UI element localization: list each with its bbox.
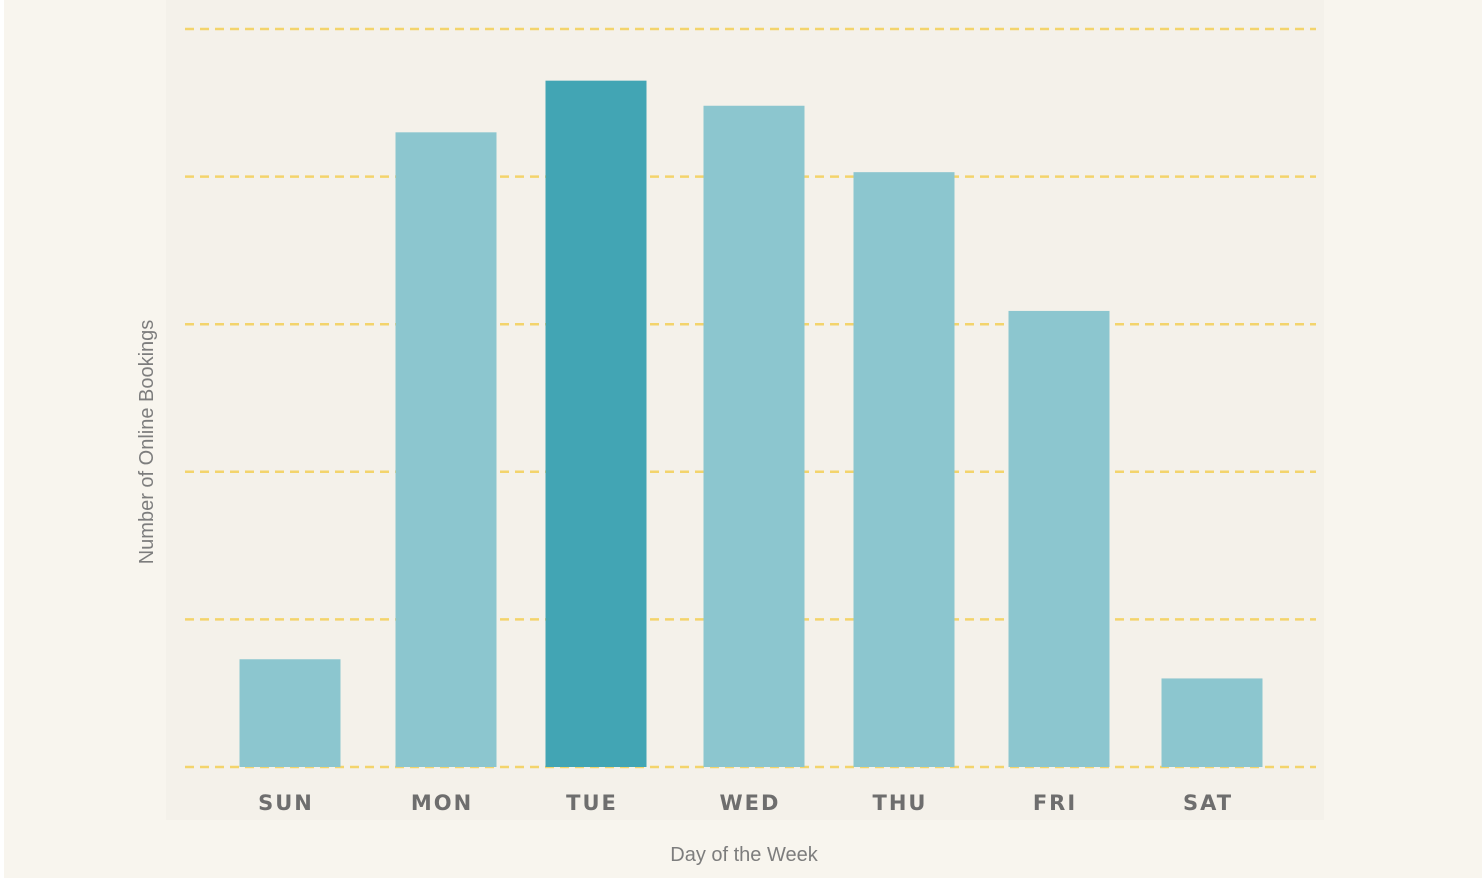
gridlines — [185, 27, 1316, 769]
bar-thu — [853, 172, 955, 767]
bar-fri — [1008, 310, 1110, 767]
x-tick-label-tue: TUE — [566, 791, 618, 815]
bar-mon — [395, 132, 497, 767]
x-tick-label-thu: THU — [873, 791, 928, 815]
bar-sun — [239, 659, 341, 767]
x-tick-label-mon: MON — [411, 791, 473, 815]
x-axis-title: Day of the Week — [670, 844, 818, 866]
x-tick-label-wed: WED — [720, 791, 781, 815]
x-tick-labels: SUN MON TUE WED THU FRI SAT — [258, 791, 1233, 815]
x-tick-label-sun: SUN — [258, 791, 314, 815]
y-axis-title: Number of Online Bookings — [136, 320, 158, 565]
bars — [239, 80, 1263, 767]
x-tick-label-fri: FRI — [1033, 791, 1077, 815]
bar-tue — [545, 80, 647, 767]
bar-wed — [703, 105, 805, 767]
bar-sat — [1161, 678, 1263, 767]
x-tick-label-sat: SAT — [1183, 791, 1233, 815]
